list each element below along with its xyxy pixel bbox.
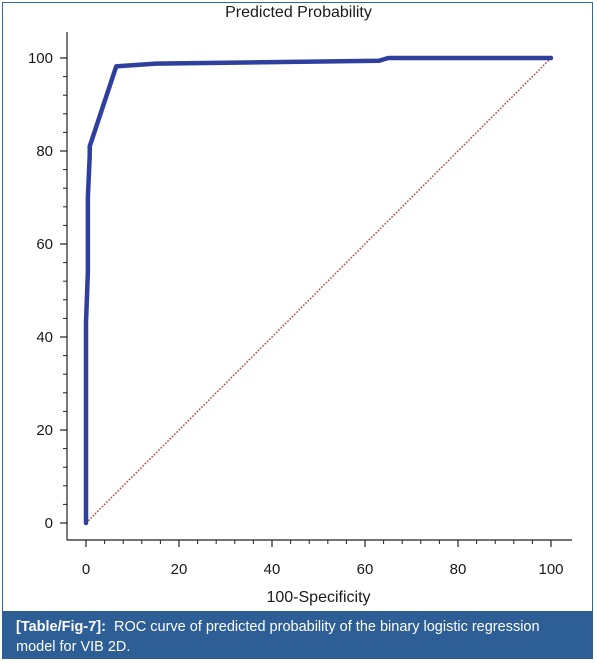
x-tick-label: 100 xyxy=(538,561,563,578)
x-tick-label: 20 xyxy=(171,561,188,578)
roc-chart: 0 20 40 60 80 100 0 20 40 60 80 100 100-Specificity xyxy=(28,32,572,606)
axes xyxy=(66,32,572,541)
x-tick-label: 40 xyxy=(264,561,281,578)
y-tick-label: 0 xyxy=(45,515,53,532)
x-axis-label: 100-Specificity xyxy=(266,589,370,606)
tick-marks: 0 20 40 60 80 100 0 20 40 60 80 100 xyxy=(28,50,564,578)
roc-curve-line xyxy=(83,55,554,526)
y-tick-label: 60 xyxy=(36,236,53,253)
y-tick-label: 40 xyxy=(36,329,53,346)
x-tick-label: 80 xyxy=(450,561,467,578)
y-tick-label: 80 xyxy=(36,143,53,160)
reference-diagonal-line xyxy=(85,57,552,524)
chart-title: Predicted Probability xyxy=(225,4,372,21)
x-tick-label: 0 xyxy=(82,561,90,578)
y-tick-label: 20 xyxy=(36,422,53,439)
caption-text: ROC curve of predicted probability of th… xyxy=(16,619,540,655)
series-group xyxy=(83,55,554,526)
caption-tag: [Table/Fig-7]: xyxy=(16,619,106,635)
y-tick-label: 100 xyxy=(28,50,53,67)
x-tick-label: 60 xyxy=(357,561,374,578)
figure-caption: [Table/Fig-7]: ROC curve of predicted pr… xyxy=(2,611,593,659)
